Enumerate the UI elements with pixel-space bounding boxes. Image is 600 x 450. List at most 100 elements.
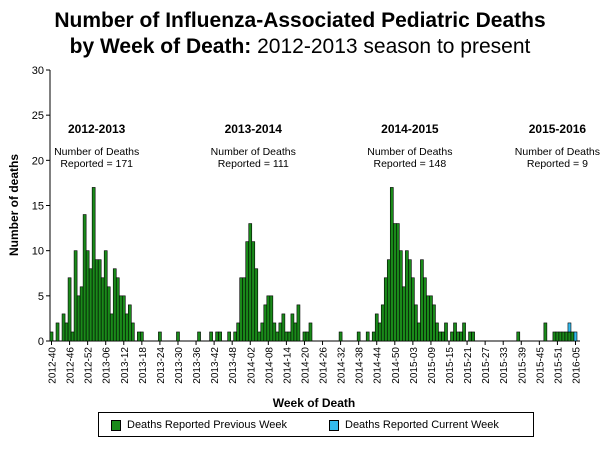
bar-previous-week [296, 304, 301, 342]
bar-previous-week [281, 313, 286, 342]
bar-previous-week [471, 331, 475, 342]
x-tick-label: 2014-02 [246, 347, 257, 384]
season-deaths-caption: Number of Deaths [367, 146, 452, 158]
legend-item-current: Deaths Reported Current Week [329, 419, 499, 431]
x-tick-label: 2014-32 [337, 347, 348, 384]
y-tick-label: 15 [32, 201, 44, 213]
bar-previous-week [215, 331, 219, 342]
bar-previous-week [389, 187, 394, 342]
season-deaths-caption: Number of Deaths [211, 146, 296, 158]
bar-previous-week [552, 331, 557, 342]
bar-previous-week [248, 223, 253, 342]
bar-previous-week [197, 331, 201, 342]
x-tick-label: 2015-39 [517, 347, 528, 384]
bar-previous-week [236, 322, 241, 342]
bar-previous-week [269, 295, 274, 342]
x-tick-label: 2013-36 [192, 347, 203, 384]
bar-previous-week [423, 277, 427, 342]
bar-previous-week [386, 259, 391, 342]
y-tick-label: 5 [38, 291, 44, 303]
x-tick-label: 2015-03 [409, 347, 420, 384]
bar-previous-week [272, 322, 277, 342]
legend-label-previous: Deaths Reported Previous Week [127, 419, 287, 431]
bar-previous-week [308, 322, 313, 342]
x-tick-label: 2013-30 [174, 347, 185, 384]
season-deaths-count: Reported = 171 [60, 158, 133, 170]
legend-swatch-previous [111, 419, 121, 431]
bar-previous-week [441, 331, 445, 342]
bar-previous-week [115, 277, 120, 342]
x-tick-label: 2016-05 [571, 347, 582, 384]
bar-previous-week [218, 331, 222, 342]
bar-previous-week [396, 223, 400, 342]
bar-previous-week [438, 331, 442, 342]
bar-previous-week [444, 322, 448, 342]
bar-previous-week [176, 331, 180, 342]
bar-previous-week [374, 313, 379, 342]
bar-previous-week [64, 322, 69, 342]
bar-previous-week [118, 295, 123, 342]
x-tick-label: 2013-12 [120, 347, 131, 384]
x-tick-label: 2015-33 [499, 347, 510, 384]
bar-previous-week [97, 259, 102, 342]
bar-previous-week [245, 241, 250, 342]
bar-previous-week [61, 313, 66, 342]
bar-previous-week [121, 295, 126, 342]
x-tick-label: 2013-24 [156, 347, 167, 384]
bar-previous-week [426, 295, 430, 342]
bar-previous-week [302, 331, 307, 342]
season-label: 2014-2015 [381, 122, 439, 136]
x-tick-label: 2014-08 [264, 347, 275, 384]
chart-title-bold-part: by Week of Death: [69, 35, 252, 58]
bar-previous-week [558, 331, 563, 342]
bar-previous-week [158, 331, 162, 342]
bar-previous-week [124, 313, 129, 342]
bar-previous-week [140, 331, 144, 342]
x-tick-label: 2012-52 [84, 347, 95, 384]
bar-current-week [567, 322, 572, 333]
season-label: 2012-2013 [68, 122, 126, 136]
bar-previous-week [278, 322, 283, 342]
bar-previous-week [383, 277, 388, 342]
bar-previous-week [555, 331, 560, 342]
x-tick-label: 2015-27 [481, 347, 492, 384]
bar-previous-week [453, 322, 457, 342]
season-deaths-caption: Number of Deaths [54, 146, 139, 158]
season-label: 2015-2016 [529, 122, 587, 136]
bar-previous-week [411, 277, 415, 342]
bar-previous-week [371, 331, 376, 342]
chart-title-line1: Number of Influenza-Associated Pediatric… [54, 9, 546, 32]
season-deaths-caption: Number of Deaths [515, 146, 600, 158]
bar-current-week [573, 331, 578, 342]
bar-previous-week [127, 304, 132, 342]
bar-previous-week [85, 250, 90, 342]
bar-previous-week [91, 187, 96, 342]
x-tick-label: 2015-51 [553, 347, 564, 384]
bar-previous-week [429, 295, 433, 342]
bar-previous-week [567, 331, 572, 342]
bar-previous-week [70, 331, 75, 342]
bar-previous-week [405, 250, 409, 342]
bar-previous-week [468, 331, 472, 342]
bar-previous-week [260, 322, 265, 342]
bar-previous-week [287, 331, 292, 342]
bar-previous-week [561, 331, 566, 342]
y-tick-label: 30 [32, 65, 44, 77]
x-tick-label: 2015-09 [427, 347, 438, 384]
bar-previous-week [570, 331, 575, 342]
x-tick-label: 2015-15 [445, 347, 456, 384]
legend: Deaths Reported Previous Week Deaths Rep… [98, 412, 534, 437]
x-tick-label: 2014-50 [391, 347, 402, 384]
bar-previous-week [263, 304, 268, 342]
x-tick-label: 2014-14 [282, 347, 293, 384]
bar-previous-week [462, 322, 466, 342]
bar-previous-week [284, 331, 289, 342]
x-tick-label: 2015-45 [535, 347, 546, 384]
bar-previous-week [432, 304, 436, 342]
x-tick-label: 2013-42 [210, 347, 221, 384]
bar-previous-week [450, 331, 454, 342]
bar-previous-week [106, 286, 111, 342]
y-tick-label: 10 [32, 246, 44, 258]
legend-swatch-current [329, 419, 339, 431]
